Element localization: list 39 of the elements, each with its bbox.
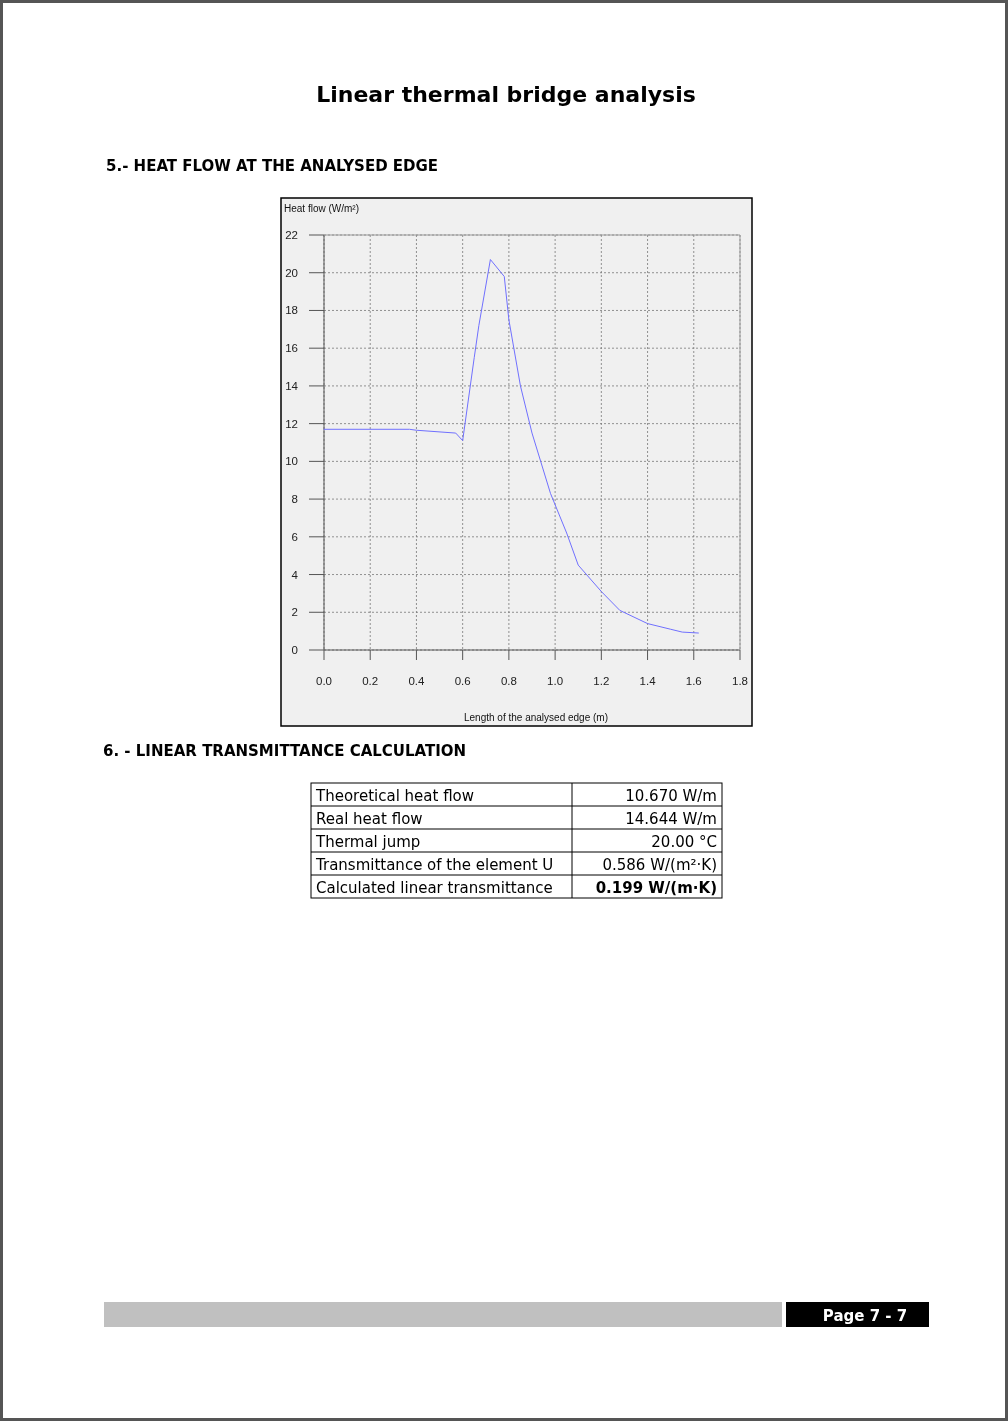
text: Calculated linear transmittance bbox=[316, 879, 553, 897]
text: 0.586 W/(m²·K) bbox=[602, 856, 717, 874]
x-tick-label: 0.4 bbox=[408, 675, 426, 687]
x-tick-label: 0.2 bbox=[362, 675, 379, 687]
x-tick-label: 1.2 bbox=[593, 675, 610, 687]
x-tick-label: 1.6 bbox=[685, 675, 702, 687]
text: Transmittance of the element U bbox=[315, 856, 554, 874]
text: 20.00 °C bbox=[651, 833, 717, 851]
text: 6. - LINEAR TRANSMITTANCE CALCULATION bbox=[103, 742, 467, 760]
line-series bbox=[323, 259, 699, 634]
y-tick-label: 2 bbox=[291, 606, 298, 619]
x-tick-label: 0.0 bbox=[316, 675, 332, 687]
text: Thermal jump bbox=[315, 833, 421, 851]
y-tick-label: 10 bbox=[285, 455, 298, 468]
x-tick-label: 0.6 bbox=[454, 675, 471, 687]
y-tick-label: 18 bbox=[285, 304, 298, 317]
text: Real heat flow bbox=[316, 810, 423, 828]
x-tick-label: 1.4 bbox=[639, 675, 657, 687]
y-tick-label: 12 bbox=[285, 417, 298, 430]
y-tick-label: 22 bbox=[285, 229, 298, 241]
chart-title: Linear thermal bridge analysis bbox=[316, 82, 696, 107]
y-axis-title: Heat flow (W/m²) bbox=[284, 203, 359, 214]
y-tick-label: 6 bbox=[291, 530, 298, 543]
x-tick-label: 1.0 bbox=[547, 675, 564, 687]
y-tick-label: 0 bbox=[291, 644, 298, 656]
x-axis-title: Length of the analysed edge (m) bbox=[464, 712, 608, 723]
text: 10.670 W/m bbox=[625, 787, 717, 805]
y-tick-label: 14 bbox=[285, 379, 299, 392]
y-tick-label: 8 bbox=[291, 493, 298, 506]
text: Page 7 - 7 bbox=[822, 1307, 908, 1325]
y-tick-label: 4 bbox=[291, 568, 299, 581]
x-tick-label: 0.8 bbox=[500, 675, 517, 687]
text: 0.199 W/(m·K) bbox=[595, 879, 717, 897]
chart-subtitle: 5.- HEAT FLOW AT THE ANALYSED EDGE bbox=[106, 157, 439, 175]
x-tick-label: 1.8 bbox=[732, 675, 748, 687]
y-tick-label: 20 bbox=[285, 266, 298, 279]
text: Theoretical heat flow bbox=[315, 787, 475, 805]
text: 14.644 W/m bbox=[625, 810, 717, 828]
y-tick-label: 16 bbox=[285, 342, 298, 355]
